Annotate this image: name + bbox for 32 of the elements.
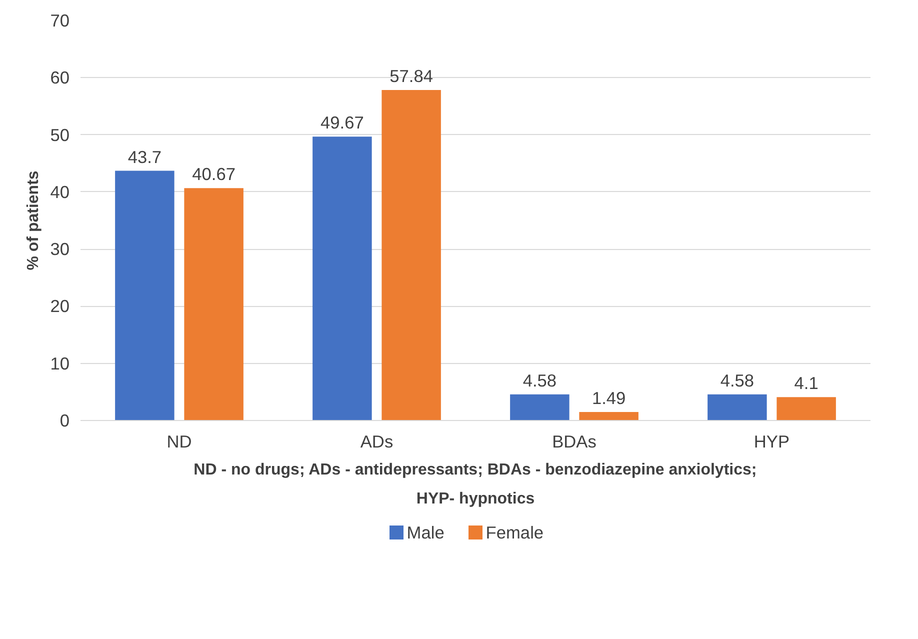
data-label: 40.67 [192, 164, 236, 184]
y-tick-label: 30 [50, 239, 70, 260]
x-tick-label: ND [166, 432, 192, 452]
y-tick-label: 50 [50, 124, 70, 145]
legend-label: Female [486, 522, 544, 542]
bar [312, 136, 372, 420]
data-label: 4.58 [522, 370, 557, 390]
y-tick-label: 10 [50, 353, 70, 374]
data-label: 57.84 [390, 66, 434, 86]
y-tick-label: 0 [60, 410, 70, 430]
x-tick-label: ADs [360, 432, 394, 452]
x-tick-label: HYP [754, 432, 790, 452]
data-label: 4.1 [794, 373, 818, 394]
legend-label: Male [406, 522, 444, 542]
y-tick-label: 60 [50, 68, 70, 88]
y-tick-label: 40 [50, 182, 70, 202]
bar [115, 170, 174, 420]
bar [776, 397, 836, 420]
bar [579, 412, 638, 420]
y-tick-label: 70 [50, 10, 70, 30]
bar [184, 188, 244, 420]
data-label: 4.58 [720, 370, 754, 390]
bar [510, 394, 570, 420]
bar [382, 90, 441, 420]
y-tick-label: 20 [50, 296, 70, 316]
x-axis-title: ND - no drugs; ADs - antidepressants; BDAs - benzodiazepine anxiolytics; HYP- hypnotics [194, 462, 757, 508]
x-tick-label: BDAs [552, 432, 597, 452]
data-label: 1.49 [592, 388, 626, 408]
bar [708, 394, 767, 420]
data-label: 49.67 [320, 112, 364, 133]
data-label: 43.7 [128, 146, 162, 167]
y-axis-title: % of patients [25, 170, 42, 270]
